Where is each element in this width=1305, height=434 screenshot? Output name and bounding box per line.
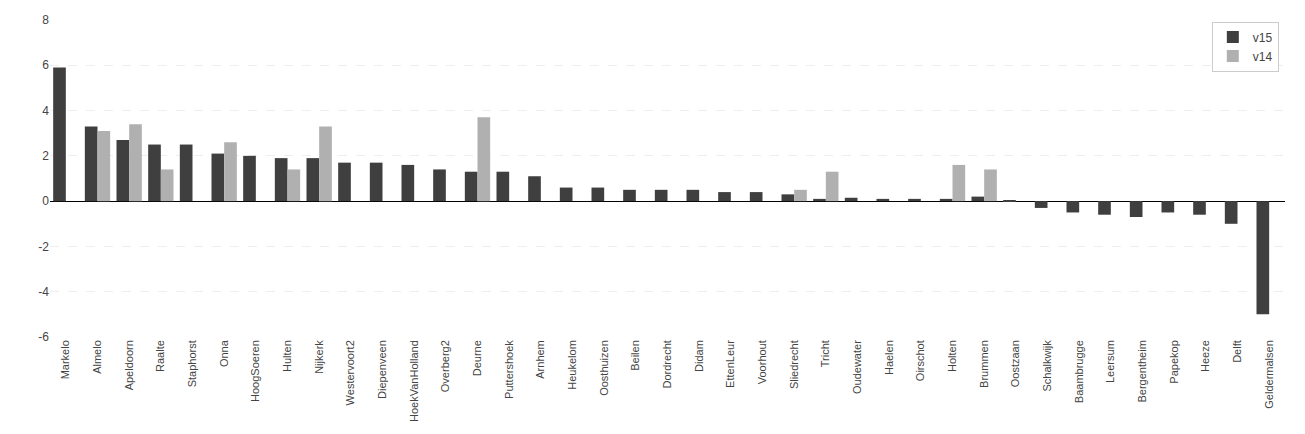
svg-text:Voorhout: Voorhout: [756, 340, 768, 384]
svg-text:-2: -2: [38, 240, 49, 254]
svg-text:Beilen: Beilen: [629, 340, 641, 371]
svg-text:v15: v15: [1253, 31, 1273, 45]
svg-text:Onna: Onna: [218, 339, 230, 367]
svg-text:Dordrecht: Dordrecht: [661, 340, 673, 388]
svg-text:Staphorst: Staphorst: [186, 340, 198, 387]
svg-text:Bergentheim: Bergentheim: [1136, 340, 1148, 402]
svg-text:HoogSoeren: HoogSoeren: [249, 340, 261, 402]
svg-text:HoekVanHolland: HoekVanHolland: [408, 340, 420, 422]
svg-text:Delft: Delft: [1231, 340, 1243, 363]
svg-text:Leersum: Leersum: [1104, 340, 1116, 383]
svg-text:8: 8: [42, 13, 49, 27]
svg-text:Arnhem: Arnhem: [534, 340, 546, 379]
svg-text:EttenLeur: EttenLeur: [724, 340, 736, 388]
svg-text:Oudewater: Oudewater: [851, 340, 863, 394]
svg-text:Heukelom: Heukelom: [566, 340, 578, 390]
svg-text:Holten: Holten: [946, 340, 958, 372]
svg-text:Tricht: Tricht: [819, 340, 831, 367]
svg-text:4: 4: [42, 104, 49, 118]
svg-text:Apeldoorn: Apeldoorn: [123, 340, 135, 390]
svg-text:Sliedrecht: Sliedrecht: [788, 340, 800, 389]
svg-text:Deurne: Deurne: [471, 340, 483, 376]
svg-text:-6: -6: [38, 330, 49, 344]
svg-text:Almelo: Almelo: [91, 340, 103, 374]
svg-text:Geldermalsen: Geldermalsen: [1263, 340, 1275, 408]
svg-text:0: 0: [42, 194, 49, 208]
svg-text:Didam: Didam: [693, 340, 705, 372]
svg-text:Haelen: Haelen: [883, 340, 895, 375]
svg-text:Diepenveen: Diepenveen: [376, 340, 388, 399]
svg-text:v14: v14: [1253, 50, 1273, 64]
svg-text:Westervoort2: Westervoort2: [344, 340, 356, 405]
svg-text:Puttershoek: Puttershoek: [503, 340, 515, 399]
svg-text:Raalte: Raalte: [154, 340, 166, 372]
svg-text:Markelo: Markelo: [59, 340, 71, 379]
svg-text:Schalkwijk: Schalkwijk: [1041, 340, 1053, 392]
svg-text:Nijkerk: Nijkerk: [313, 340, 325, 374]
svg-text:Oirschot: Oirschot: [914, 340, 926, 381]
svg-text:6: 6: [42, 58, 49, 72]
svg-text:Oostzaan: Oostzaan: [1009, 340, 1021, 387]
svg-text:Brummen: Brummen: [978, 340, 990, 388]
svg-text:Heeze: Heeze: [1199, 340, 1211, 372]
svg-text:Papekop: Papekop: [1168, 340, 1180, 383]
svg-text:-4: -4: [38, 285, 49, 299]
svg-text:Hulten: Hulten: [281, 340, 293, 372]
svg-text:Overberg2: Overberg2: [439, 340, 451, 392]
svg-text:Oosthuizen: Oosthuizen: [598, 340, 610, 396]
svg-text:Baambrugge: Baambrugge: [1073, 340, 1085, 403]
svg-text:2: 2: [42, 149, 49, 163]
